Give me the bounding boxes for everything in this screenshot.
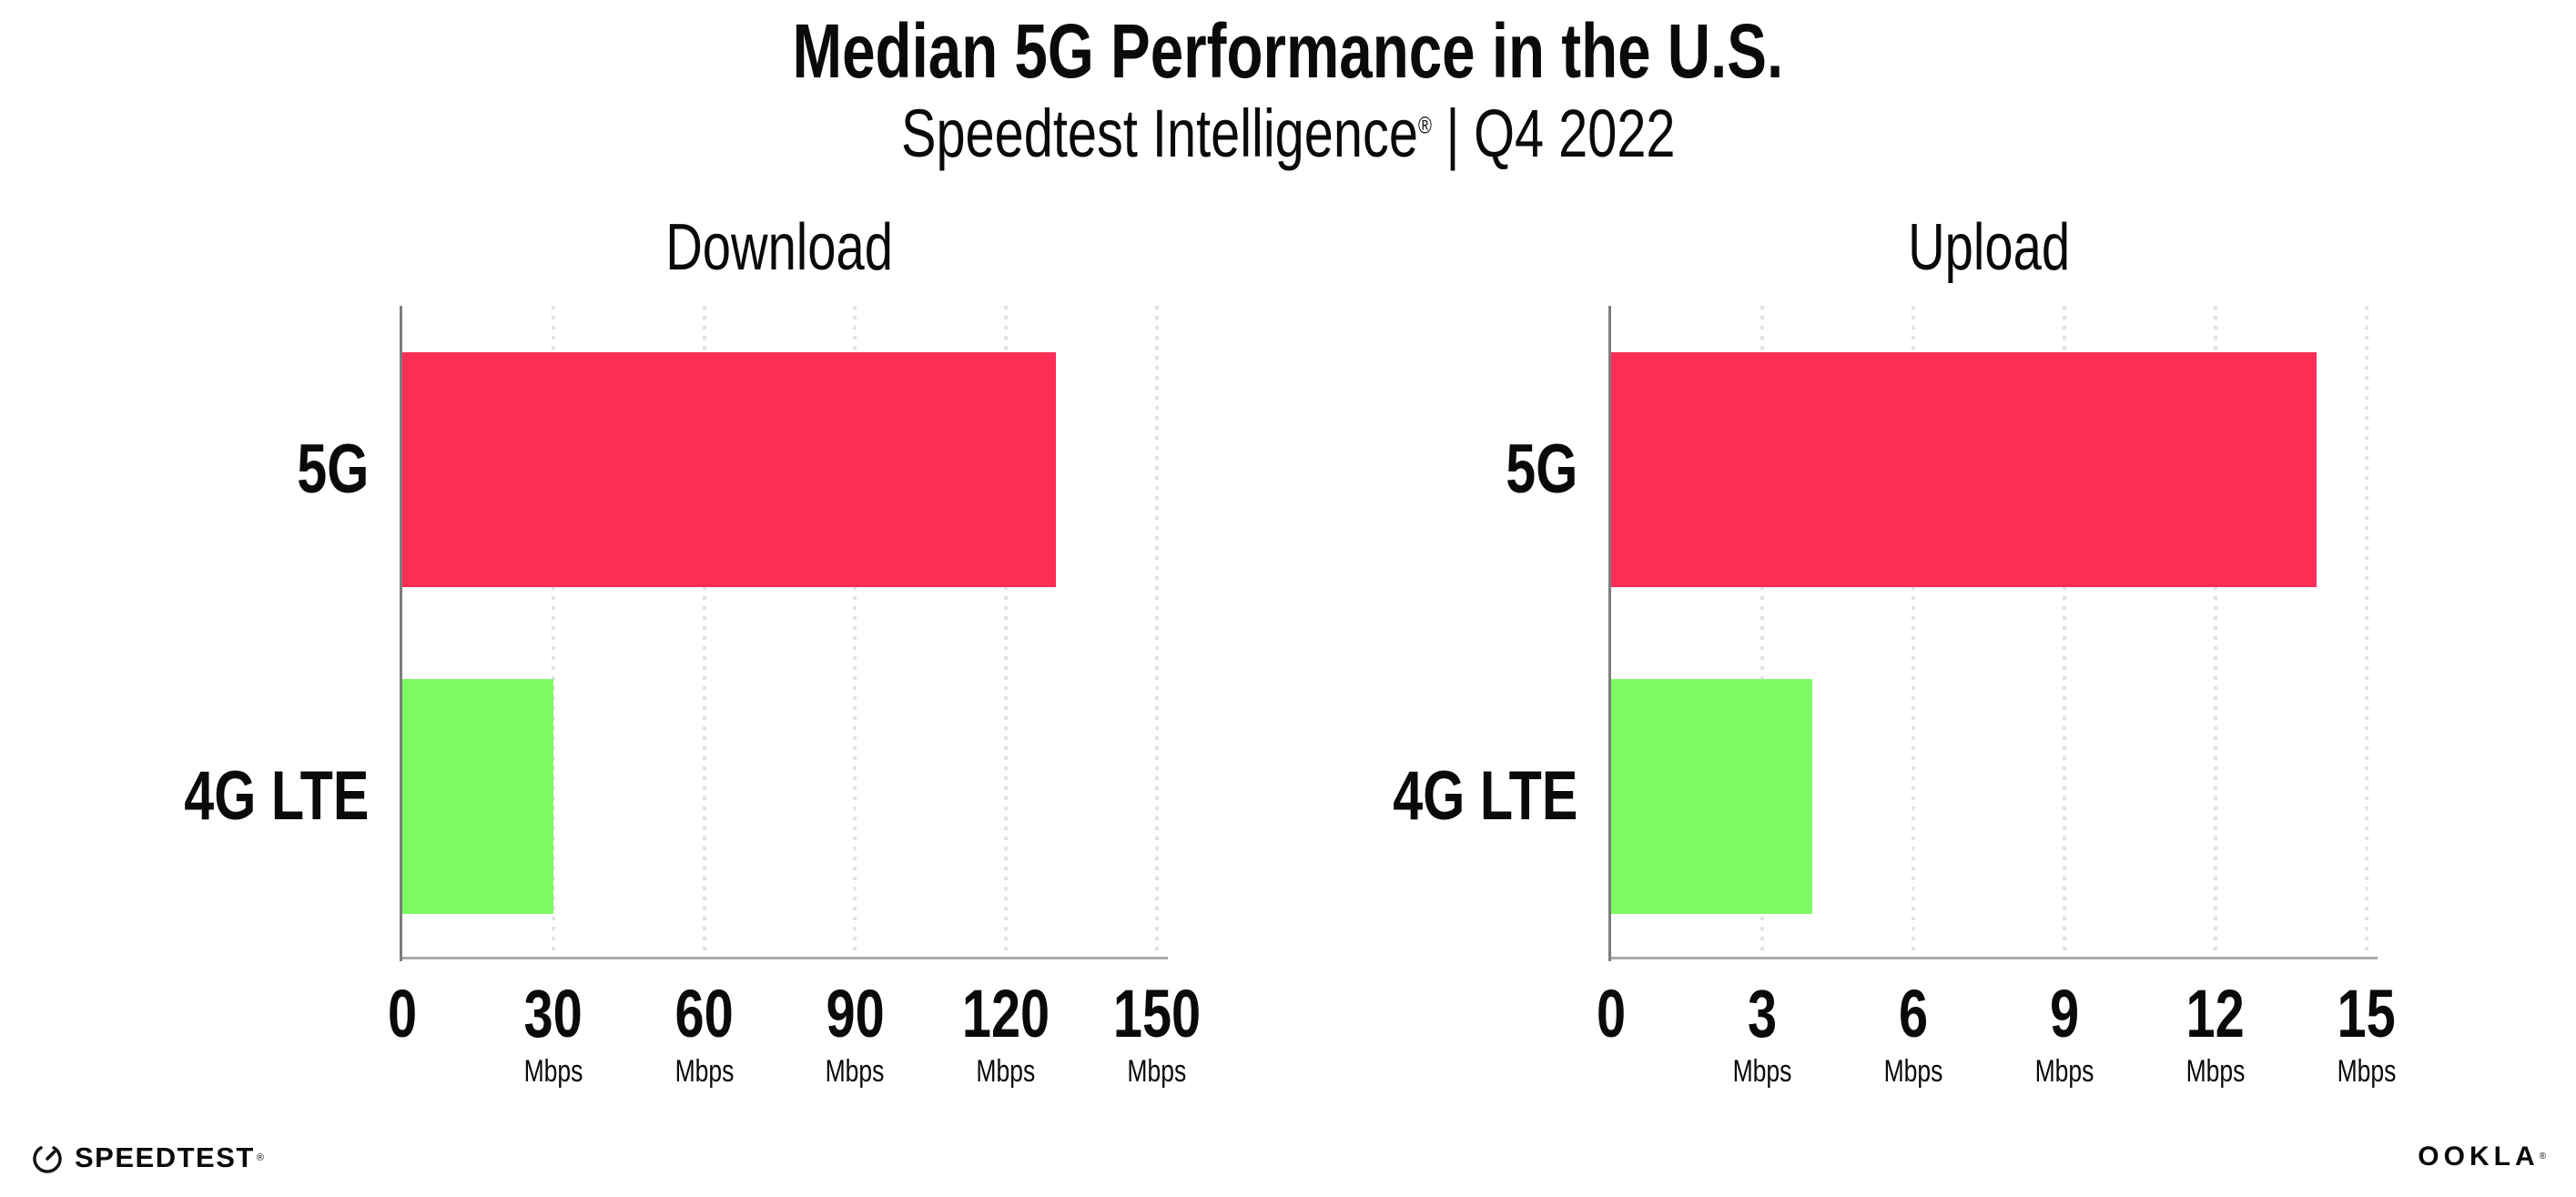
upload-category-labels: 5G 4G LTE bbox=[0, 306, 1577, 959]
x-tick-unit: Mbps bbox=[2186, 1054, 2246, 1089]
x-tick-unit: Mbps bbox=[1732, 1054, 1792, 1089]
category-label-4g-lte: 4G LTE bbox=[1392, 757, 1577, 835]
gridline bbox=[1760, 306, 1764, 957]
x-tick-30: 30 Mbps bbox=[515, 976, 591, 1089]
x-tick-60: 60 Mbps bbox=[666, 976, 742, 1089]
x-tick-value: 15 bbox=[2337, 976, 2397, 1051]
gridline bbox=[702, 306, 706, 957]
gridline bbox=[2214, 306, 2217, 957]
x-tick-12: 12 Mbps bbox=[2177, 976, 2253, 1089]
x-tick-unit: Mbps bbox=[2034, 1054, 2094, 1089]
download-y-axis-line bbox=[400, 306, 402, 961]
x-tick-0: 0 bbox=[383, 980, 421, 1048]
x-tick-value: 9 bbox=[2049, 976, 2080, 1051]
ookla-registered-mark: ® bbox=[2539, 1151, 2546, 1161]
upload-plot-area bbox=[1608, 306, 2378, 961]
gridline bbox=[1004, 306, 1009, 957]
x-tick-value: 30 bbox=[523, 976, 583, 1051]
bar-4g-lte bbox=[402, 679, 553, 914]
x-tick-unit: Mbps bbox=[523, 1054, 583, 1089]
download-category-labels: 5G 4G LTE bbox=[0, 306, 369, 959]
x-tick-value: 120 bbox=[962, 976, 1050, 1051]
x-tick-value: 12 bbox=[2186, 976, 2246, 1051]
upload-x-axis-labels: 0 3 Mbps 6 Mbps 9 Mbps 12 Mbps 15 Mbps bbox=[1597, 976, 2396, 1126]
x-tick-6: 6 Mbps bbox=[1875, 976, 1951, 1089]
upload-chart-title: Upload bbox=[1908, 211, 2070, 284]
x-tick-unit: Mbps bbox=[1883, 1054, 1943, 1089]
x-tick-unit: Mbps bbox=[674, 1054, 735, 1089]
upload-y-axis-line bbox=[1608, 306, 1611, 961]
speedtest-registered-mark: ® bbox=[256, 1152, 264, 1163]
download-x-axis-labels: 0 30 Mbps 60 Mbps 90 Mbps 120 Mbps 150 Mbps bbox=[388, 976, 1201, 1126]
gridline bbox=[853, 306, 857, 957]
x-tick-value: 90 bbox=[826, 976, 885, 1051]
gridline bbox=[1912, 306, 1915, 957]
registered-mark: ® bbox=[1417, 111, 1432, 139]
x-tick-0: 0 bbox=[1592, 980, 1629, 1048]
subtitle-separator: | bbox=[1445, 96, 1460, 171]
download-chart-title: Download bbox=[665, 211, 894, 284]
upload-x-axis-line bbox=[1611, 957, 2378, 959]
x-tick-value: 3 bbox=[1747, 976, 1778, 1051]
x-tick-90: 90 Mbps bbox=[817, 976, 893, 1089]
x-tick-unit: Mbps bbox=[825, 1054, 885, 1089]
x-tick-unit: Mbps bbox=[976, 1054, 1036, 1089]
x-tick-unit: Mbps bbox=[1127, 1054, 1187, 1089]
x-tick-3: 3 Mbps bbox=[1724, 976, 1800, 1089]
bar-4g-lte bbox=[1611, 679, 1813, 914]
x-tick-15: 15 Mbps bbox=[2328, 976, 2404, 1089]
category-label-5g: 5G bbox=[1505, 431, 1577, 508]
x-tick-value: 6 bbox=[1898, 976, 1929, 1051]
gridline bbox=[2365, 306, 2368, 957]
page-subtitle: Speedtest Intelligence® | Q4 2022 bbox=[0, 95, 2576, 173]
ookla-wordmark: OOKLA bbox=[2418, 1141, 2540, 1172]
ookla-logo: OOKLA ® bbox=[2418, 1141, 2546, 1173]
download-plot-area bbox=[400, 306, 1168, 961]
x-tick-150: 150 Mbps bbox=[1100, 976, 1212, 1089]
category-label-5g: 5G bbox=[296, 431, 369, 508]
bar-5g bbox=[1611, 352, 2317, 587]
gridline bbox=[1155, 306, 1159, 957]
page-title-text: Median 5G Performance in the U.S. bbox=[792, 8, 1784, 94]
x-tick-value: 60 bbox=[674, 976, 734, 1051]
speedtest-gauge-icon bbox=[33, 1146, 62, 1173]
category-label-4g-lte: 4G LTE bbox=[183, 757, 369, 835]
gridline bbox=[2063, 306, 2066, 957]
bar-5g bbox=[402, 352, 1057, 587]
subtitle-brand: Speedtest Intelligence bbox=[900, 96, 1418, 171]
subtitle-period: Q4 2022 bbox=[1473, 96, 1676, 171]
speedtest-logo: SPEEDTEST ® bbox=[31, 1140, 264, 1176]
x-tick-value: 0 bbox=[1596, 976, 1627, 1051]
speedtest-wordmark: SPEEDTEST bbox=[75, 1141, 255, 1173]
page-subtitle-text: Speedtest Intelligence® | Q4 2022 bbox=[901, 95, 1676, 173]
x-tick-value: 0 bbox=[387, 976, 418, 1051]
gridline bbox=[551, 306, 555, 957]
x-tick-120: 120 Mbps bbox=[949, 976, 1061, 1089]
x-tick-unit: Mbps bbox=[2337, 1054, 2397, 1089]
x-tick-9: 9 Mbps bbox=[2026, 976, 2102, 1089]
x-tick-value: 150 bbox=[1112, 976, 1202, 1051]
page-title: Median 5G Performance in the U.S. bbox=[0, 7, 2576, 95]
download-x-axis-line bbox=[402, 957, 1168, 959]
